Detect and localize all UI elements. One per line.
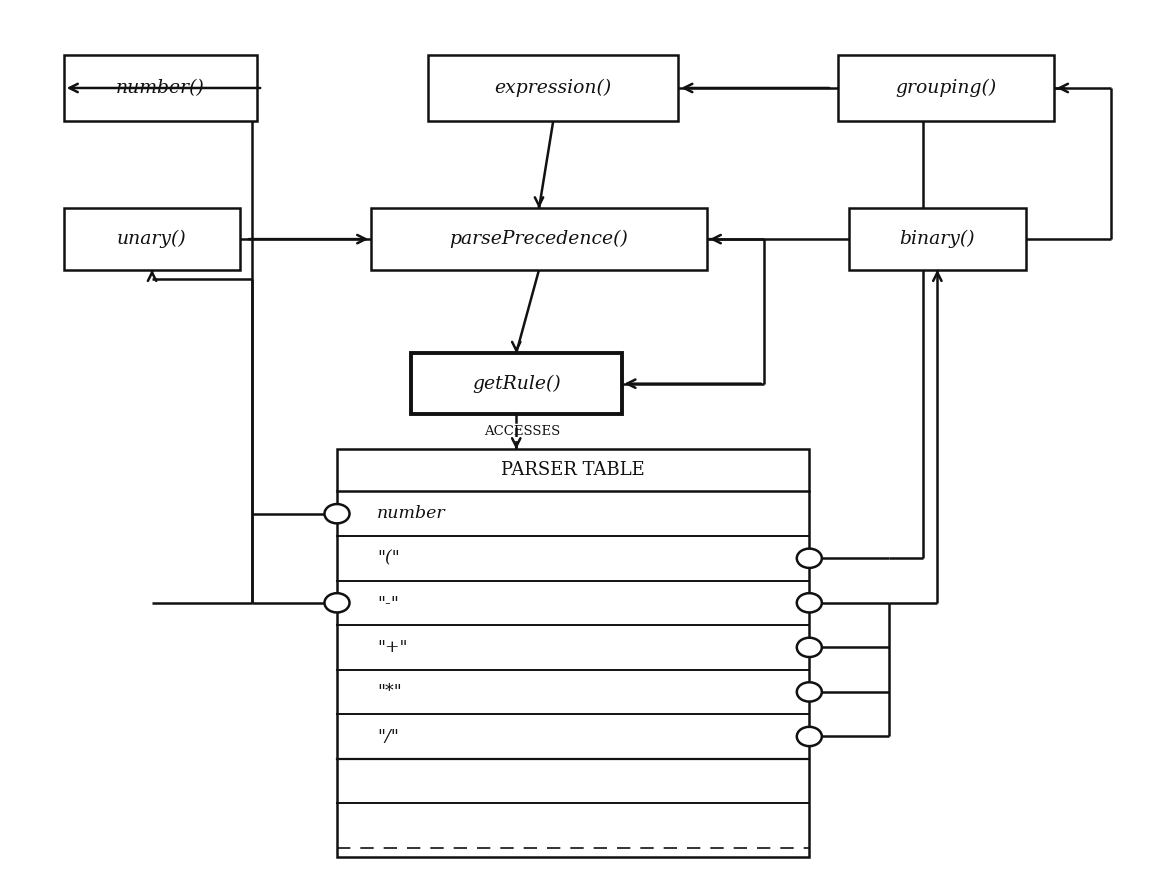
Text: parsePrecedence(): parsePrecedence() [449,230,629,248]
Circle shape [797,683,821,701]
Text: grouping(): grouping() [895,79,996,97]
Circle shape [325,593,349,612]
Circle shape [797,727,821,746]
Circle shape [797,548,821,568]
FancyBboxPatch shape [63,208,241,270]
Text: "(": "(" [377,550,400,567]
Text: expression(): expression() [494,79,612,97]
FancyBboxPatch shape [338,449,810,857]
Text: PARSER TABLE: PARSER TABLE [501,461,645,480]
Circle shape [797,638,821,657]
FancyBboxPatch shape [838,55,1054,121]
FancyBboxPatch shape [371,208,707,270]
Text: number: number [377,506,446,522]
Text: number(): number() [116,79,205,97]
Text: binary(): binary() [900,230,975,248]
Circle shape [797,593,821,612]
FancyBboxPatch shape [429,55,679,121]
Text: unary(): unary() [118,230,187,248]
FancyBboxPatch shape [849,208,1025,270]
Circle shape [325,504,349,523]
Text: "+": "+" [377,639,408,656]
Text: "-": "-" [377,595,399,611]
Text: "*": "*" [377,684,402,700]
Text: ACCESSES: ACCESSES [484,425,560,439]
Text: getRule(): getRule() [472,375,561,392]
FancyBboxPatch shape [411,353,622,415]
FancyBboxPatch shape [63,55,257,121]
Text: "/": "/" [377,728,399,745]
